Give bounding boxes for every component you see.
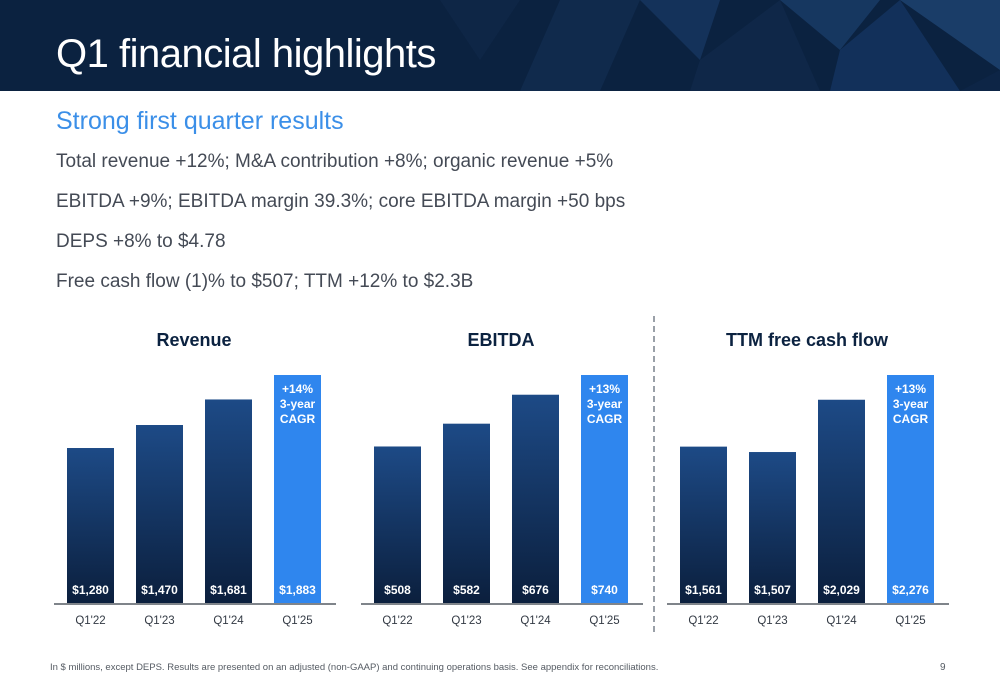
bar: [512, 394, 559, 603]
page-number: 9: [940, 662, 946, 673]
value-label: $1,507: [754, 583, 791, 597]
bar: [818, 399, 865, 603]
highlight-item: EBITDA +9%; EBITDA margin 39.3%; core EB…: [56, 191, 626, 212]
value-label: $1,883: [279, 583, 316, 597]
bar: [67, 448, 114, 603]
footnote: In $ millions, except DEPS. Results are …: [50, 662, 659, 673]
page-title: Q1 financial highlights: [56, 32, 436, 76]
value-label: $1,470: [141, 583, 178, 597]
revenue-chart: Revenue $1,280 Q1'22 $1,470 Q1'23 $1,681 Q1'24…: [50, 325, 360, 635]
bar: [749, 452, 796, 603]
category-label: Q1'23: [144, 615, 174, 627]
cagr-annotation: CAGR: [587, 412, 623, 426]
category-label: Q1'23: [757, 615, 787, 627]
category-label: Q1'25: [589, 615, 619, 627]
category-label: Q1'22: [75, 615, 105, 627]
value-label: $1,681: [210, 583, 247, 597]
cagr-annotation: 3-year: [587, 397, 623, 411]
bar-chart-svg: EBITDA $508 Q1'22 $582 Q1'23 $676 Q1'24 $740 Q1'…: [361, 330, 643, 627]
category-label: Q1'24: [826, 615, 857, 627]
category-label: Q1'25: [895, 615, 925, 627]
cagr-annotation: 3-year: [893, 397, 929, 411]
banner-background-pattern: [440, 0, 1000, 91]
ebitda-chart: EBITDA $508 Q1'22 $582 Q1'23 $676 Q1'24 $740 Q1'…: [357, 325, 667, 635]
ttm-free-cash-flow-chart: TTM free cash flow $1,561 Q1'22 $1,507 Q1'23…: [663, 325, 973, 635]
value-label: $1,280: [72, 583, 109, 597]
bar: [680, 446, 727, 603]
bar-chart-svg: Revenue $1,280 Q1'22 $1,470 Q1'23 $1,681 Q1'24…: [54, 330, 336, 627]
cagr-annotation: +13%: [895, 382, 926, 396]
highlight-item: Total revenue +12%; M&A contribution +8%…: [56, 151, 614, 172]
value-label: $676: [522, 583, 549, 597]
chart-divider: [653, 316, 655, 632]
chart-title: Revenue: [156, 330, 231, 350]
category-label: Q1'24: [520, 615, 551, 627]
value-label: $508: [384, 583, 411, 597]
bar: [581, 375, 628, 603]
bar: [274, 375, 321, 603]
cagr-annotation: +14%: [282, 382, 313, 396]
highlights-list: Total revenue +12%; M&A contribution +8%…: [56, 150, 625, 310]
bar: [443, 423, 490, 603]
category-label: Q1'22: [382, 615, 412, 627]
category-label: Q1'23: [451, 615, 481, 627]
highlight-item: DEPS +8% to $4.78: [56, 231, 226, 252]
chart-title: TTM free cash flow: [726, 330, 889, 350]
cagr-annotation: CAGR: [893, 412, 929, 426]
category-label: Q1'25: [282, 615, 312, 627]
bar-chart-svg: TTM free cash flow $1,561 Q1'22 $1,507 Q1'23…: [667, 330, 949, 627]
value-label: $2,029: [823, 583, 860, 597]
bar: [136, 425, 183, 603]
bar: [887, 375, 934, 603]
bar: [374, 446, 421, 603]
category-label: Q1'22: [688, 615, 718, 627]
value-label: $2,276: [892, 583, 929, 597]
category-label: Q1'24: [213, 615, 244, 627]
value-label: $740: [591, 583, 618, 597]
section-subtitle: Strong first quarter results: [56, 107, 344, 135]
cagr-annotation: +13%: [589, 382, 620, 396]
value-label: $1,561: [685, 583, 722, 597]
highlight-item: Free cash flow (1)% to $507; TTM +12% to…: [56, 271, 474, 292]
bar: [205, 399, 252, 603]
title-banner: Q1 financial highlights: [0, 0, 1000, 91]
value-label: $582: [453, 583, 480, 597]
chart-title: EBITDA: [468, 330, 535, 350]
cagr-annotation: 3-year: [280, 397, 316, 411]
cagr-annotation: CAGR: [280, 412, 316, 426]
